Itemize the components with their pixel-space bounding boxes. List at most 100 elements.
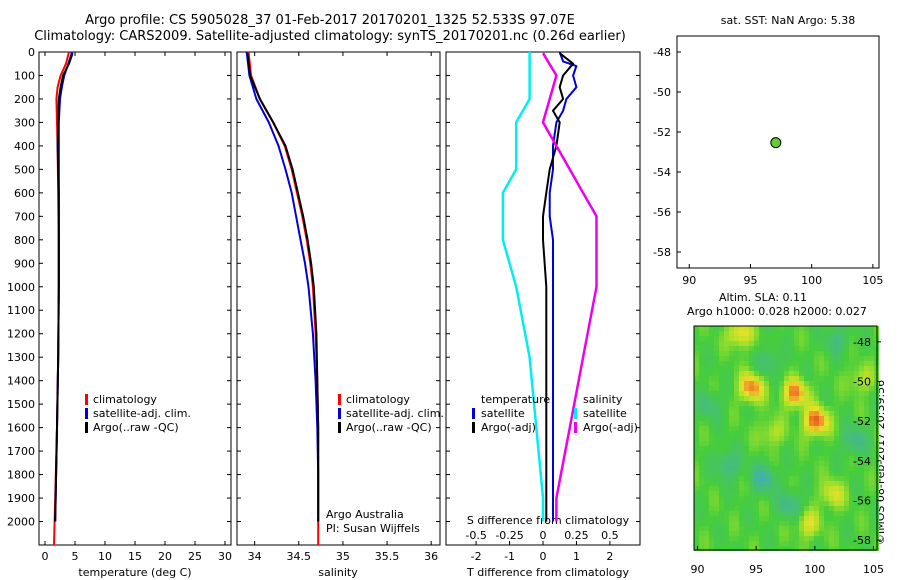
sla-cell xyxy=(849,351,854,356)
sla-cell xyxy=(759,471,764,476)
sla-cell xyxy=(709,461,714,466)
sla-cell xyxy=(734,366,739,371)
sla-cell xyxy=(819,471,824,476)
sla-cell xyxy=(714,356,719,361)
sla-cell xyxy=(849,536,854,541)
sla-cell xyxy=(864,431,869,436)
sla-cell xyxy=(779,481,784,486)
sla-cell xyxy=(799,431,804,436)
sla-cell xyxy=(699,516,704,521)
sla-cell xyxy=(769,491,774,496)
sla-cell xyxy=(694,346,699,351)
sla-cell xyxy=(834,481,839,486)
sla-xtick-label: 100 xyxy=(804,563,825,576)
sla-frame xyxy=(693,325,878,551)
sla-cell xyxy=(859,541,864,546)
sla-cell xyxy=(824,546,829,551)
sla-cell xyxy=(809,386,814,391)
sla-cell xyxy=(849,471,854,476)
sla-cell xyxy=(809,496,814,501)
sla-cell xyxy=(774,501,779,506)
sla-cell xyxy=(719,356,724,361)
sla-cell xyxy=(779,406,784,411)
sla-cell xyxy=(839,521,844,526)
sla-cell xyxy=(709,511,714,516)
sla-cell xyxy=(754,496,759,501)
sla-cell xyxy=(749,356,754,361)
sla-cell xyxy=(789,356,794,361)
sla-cell xyxy=(849,526,854,531)
sla-cell xyxy=(864,341,869,346)
sla-cell xyxy=(699,386,704,391)
sla-cell xyxy=(794,476,799,481)
sla-cell xyxy=(844,376,849,381)
sla-cell xyxy=(834,496,839,501)
sla-cell xyxy=(869,536,874,541)
sla-cell xyxy=(744,421,749,426)
sla-cell xyxy=(769,451,774,456)
sla-cell xyxy=(749,436,754,441)
sla-cell xyxy=(794,436,799,441)
series-sal-2 xyxy=(246,53,320,522)
sla-cell xyxy=(744,486,749,491)
sla-cell xyxy=(824,346,829,351)
sla-cell xyxy=(854,356,859,361)
sla-cell xyxy=(804,346,809,351)
sla-cell xyxy=(839,466,844,471)
sla-cell xyxy=(789,341,794,346)
sla-cell xyxy=(839,526,844,531)
sla-cell xyxy=(854,351,859,356)
sla-cell xyxy=(764,391,769,396)
sla-cell xyxy=(739,401,744,406)
sla-cell xyxy=(794,546,799,551)
sla-cell xyxy=(779,381,784,386)
sla-cell xyxy=(759,526,764,531)
sla-cell xyxy=(849,466,854,471)
sla-cell xyxy=(704,421,709,426)
sla-cell xyxy=(859,391,864,396)
sla-cell xyxy=(844,531,849,536)
sla-cell xyxy=(854,436,859,441)
sla-cell xyxy=(774,366,779,371)
sla-cell xyxy=(779,536,784,541)
sla-cell xyxy=(854,491,859,496)
sla-cell xyxy=(709,506,714,511)
sla-cell xyxy=(704,481,709,486)
sla-cell xyxy=(744,501,749,506)
sla-cell xyxy=(804,531,809,536)
sla-cell xyxy=(739,496,744,501)
sla-cell xyxy=(764,371,769,376)
sla-cell xyxy=(854,511,859,516)
sla-cell xyxy=(754,416,759,421)
sla-cell xyxy=(859,366,864,371)
sla-cell xyxy=(729,416,734,421)
sla-cell xyxy=(854,546,859,551)
sla-cell xyxy=(704,476,709,481)
sla-heatmap xyxy=(694,326,879,551)
sla-cell xyxy=(849,426,854,431)
sla-cell xyxy=(709,366,714,371)
sla-cell xyxy=(809,526,814,531)
sla-cell xyxy=(769,441,774,446)
sla-cell xyxy=(789,526,794,531)
sla-cell xyxy=(789,346,794,351)
sla-cell xyxy=(814,461,819,466)
sla-cell xyxy=(854,466,859,471)
sal-legend-label-2: Argo(..raw -QC) xyxy=(346,421,432,434)
sla-cell xyxy=(694,356,699,361)
sla-cell xyxy=(819,366,824,371)
sla-cell xyxy=(839,411,844,416)
sla-cell xyxy=(839,531,844,536)
stick-label-diff: 0.5 xyxy=(601,529,619,542)
sla-cell xyxy=(724,466,729,471)
sla-cell xyxy=(834,456,839,461)
sla-cell xyxy=(734,431,739,436)
sla-cell xyxy=(849,441,854,446)
sla-cell xyxy=(834,326,839,331)
sla-cell xyxy=(729,546,734,551)
sla-cell xyxy=(779,531,784,536)
sla-cell xyxy=(844,386,849,391)
sla-cell xyxy=(814,346,819,351)
sla-cell xyxy=(829,326,834,331)
sla-cell xyxy=(844,431,849,436)
